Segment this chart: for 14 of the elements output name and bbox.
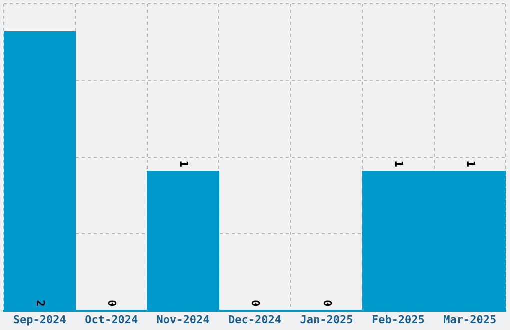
data-label: 1 xyxy=(392,160,406,168)
data-label: 0 xyxy=(320,300,334,307)
x-tick-label: Feb-2025 xyxy=(372,313,425,326)
x-tick-label: Sep-2024 xyxy=(13,313,67,326)
data-label: 1 xyxy=(464,160,478,168)
x-tick-label: Dec-2024 xyxy=(228,313,282,326)
x-tick-label: Jan-2025 xyxy=(300,313,354,326)
x-tick-label: Mar-2025 xyxy=(444,313,497,326)
data-label: 0 xyxy=(249,300,262,307)
x-tick-label: Nov-2024 xyxy=(156,313,210,326)
data-label: 2 xyxy=(34,300,47,307)
data-label: 0 xyxy=(106,300,119,307)
x-tick-label: Oct-2024 xyxy=(85,313,138,326)
data-label: 1 xyxy=(177,160,190,168)
